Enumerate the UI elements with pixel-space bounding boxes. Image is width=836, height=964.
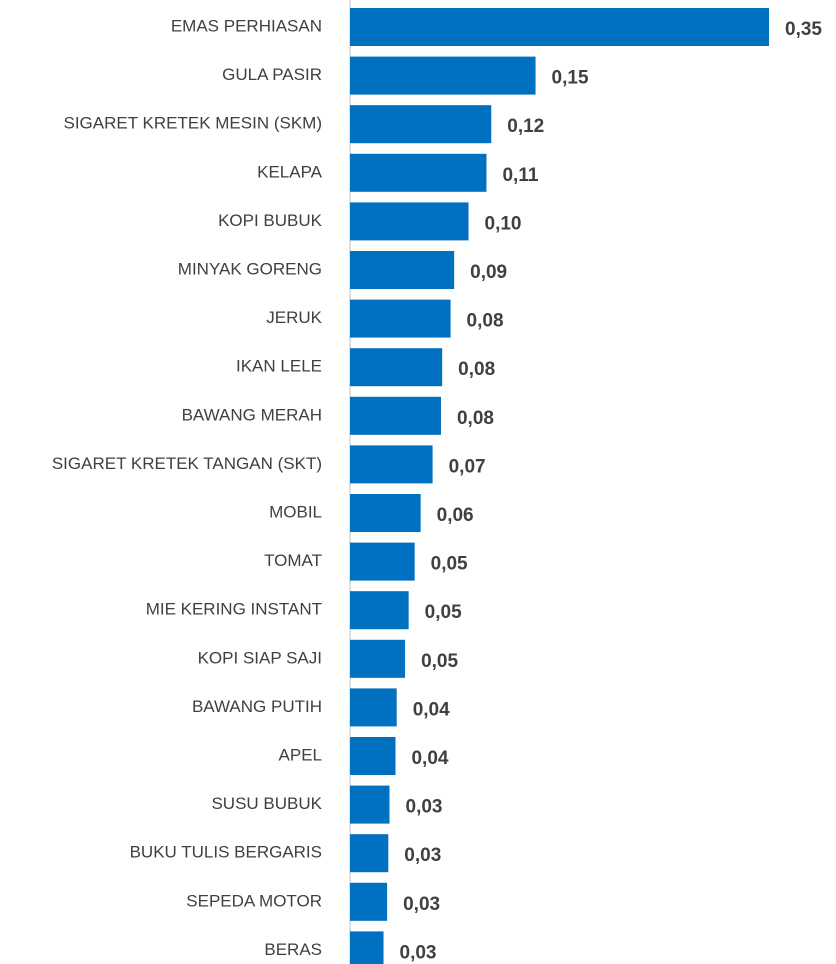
bar: [350, 8, 769, 46]
category-label: TOMAT: [264, 551, 322, 570]
bar: [350, 785, 390, 824]
category-label: MOBIL: [269, 502, 322, 521]
bar: [350, 542, 415, 581]
category-label: BAWANG PUTIH: [192, 697, 322, 716]
bar: [350, 494, 421, 532]
bar: [350, 299, 451, 338]
category-label: MIE KERING INSTANT: [146, 600, 322, 619]
bar: [350, 153, 487, 192]
value-label: 0,08: [457, 408, 494, 429]
category-label: SEPEDA MOTOR: [186, 891, 322, 910]
bar: [350, 591, 409, 630]
bar: [350, 834, 389, 873]
value-label: 0,03: [404, 845, 441, 866]
value-label: 0,07: [449, 456, 486, 477]
category-label: BUKU TULIS BERGARIS: [130, 843, 322, 862]
value-label: 0,08: [458, 359, 495, 380]
category-label: KOPI BUBUK: [218, 211, 323, 230]
category-label: SUSU BUBUK: [211, 794, 322, 813]
bar: [350, 396, 441, 435]
category-label: APEL: [279, 745, 322, 764]
value-label: 0,11: [502, 165, 538, 186]
value-label: 0,12: [507, 116, 544, 137]
category-label: SIGARET KRETEK MESIN (SKM): [63, 114, 322, 133]
value-label: 0,05: [421, 651, 458, 672]
bar: [350, 202, 469, 241]
value-label: 0,35: [785, 19, 822, 40]
category-label: KOPI SIAP SAJI: [198, 648, 322, 667]
bar: [350, 348, 443, 387]
bar: [350, 56, 536, 95]
category-label: JERUK: [266, 308, 322, 327]
value-label: 0,03: [406, 797, 443, 818]
category-label: KELAPA: [257, 162, 323, 181]
value-label: 0,10: [485, 213, 522, 234]
category-label: BAWANG MERAH: [182, 405, 322, 424]
bar: [350, 639, 406, 678]
category-label: MINYAK GORENG: [178, 259, 322, 278]
value-label: 0,03: [403, 894, 440, 915]
value-label: 0,05: [431, 554, 468, 575]
category-label: IKAN LELE: [236, 357, 322, 376]
bar: [350, 688, 397, 727]
bar: [350, 445, 433, 484]
bar: [350, 931, 384, 964]
value-label: 0,04: [413, 699, 450, 720]
value-label: 0,03: [400, 942, 437, 963]
bar: [350, 737, 396, 775]
category-label: GULA PASIR: [222, 65, 322, 84]
value-label: 0,09: [470, 262, 507, 283]
bar: [350, 105, 492, 144]
value-label: 0,05: [425, 602, 462, 623]
category-label: EMAS PERHIASAN: [171, 16, 322, 35]
value-label: 0,06: [437, 505, 474, 526]
bar: [350, 251, 455, 289]
value-label: 0,08: [467, 311, 504, 332]
value-label: 0,04: [411, 748, 448, 769]
category-label: BERAS: [264, 940, 322, 959]
value-label: 0,15: [552, 68, 589, 89]
bar: [350, 882, 388, 921]
category-label: SIGARET KRETEK TANGAN (SKT): [52, 454, 322, 473]
